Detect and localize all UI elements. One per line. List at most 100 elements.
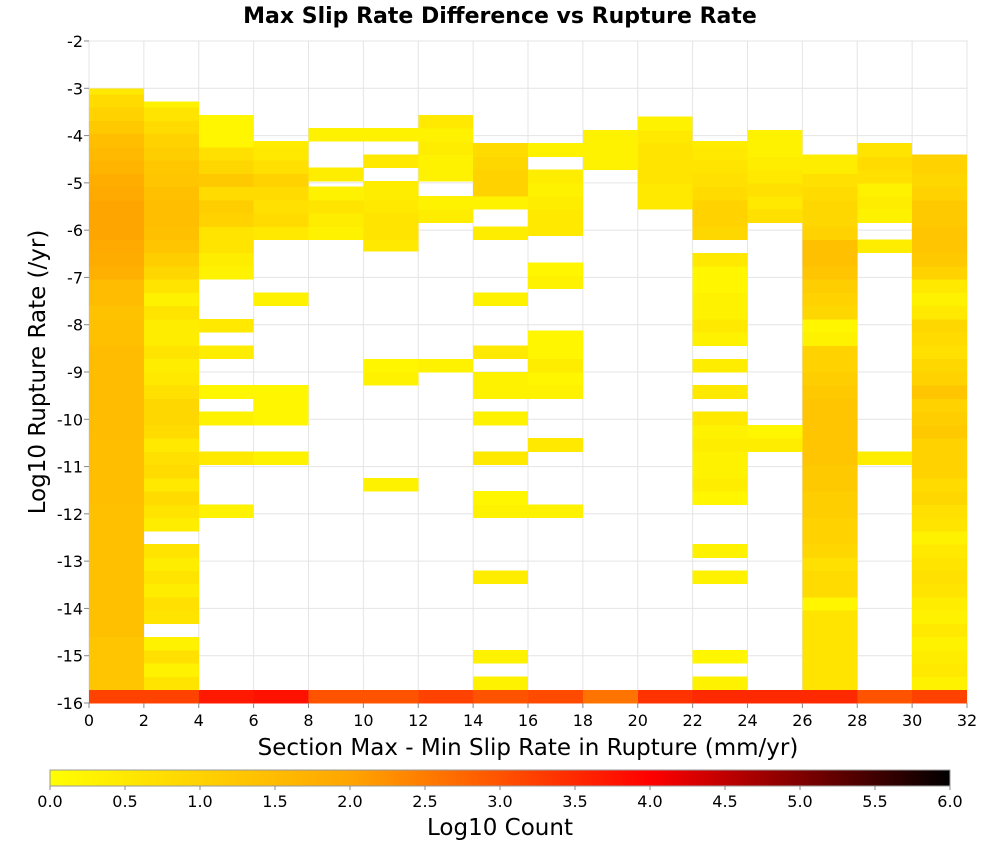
heatmap-cell — [582, 156, 638, 171]
heatmap-cell — [802, 570, 858, 585]
y-tick-label: -14 — [57, 599, 83, 618]
colorbar-tick-label: 3.0 — [487, 792, 512, 811]
heatmap-cell — [253, 451, 309, 466]
heatmap-cell — [143, 239, 199, 254]
heatmap-cell — [912, 676, 967, 691]
heatmap-cell — [253, 411, 309, 426]
heatmap-cell — [198, 213, 254, 227]
heatmap-cell — [637, 129, 693, 144]
heatmap-cell — [692, 570, 748, 585]
heatmap-cell — [912, 292, 967, 307]
colorbar-tick-label: 3.5 — [562, 792, 587, 811]
heatmap-cell — [637, 182, 693, 197]
x-tick-label: 30 — [902, 711, 922, 730]
heatmap-cell — [89, 623, 144, 638]
heatmap-cell — [89, 160, 144, 174]
heatmap-cell — [89, 557, 144, 571]
heatmap-cell — [912, 199, 967, 214]
heatmap-cell — [747, 182, 803, 197]
heatmap-cell — [363, 358, 419, 373]
heatmap-cell — [143, 226, 199, 240]
heatmap-cell — [473, 169, 528, 184]
heatmap-cell — [582, 143, 638, 157]
colorbar-tick-label: 5.5 — [862, 792, 887, 811]
heatmap-cell — [692, 491, 748, 505]
heatmap-cell — [802, 676, 858, 691]
heatmap-cell — [692, 199, 748, 214]
heatmap-cell — [637, 689, 693, 704]
heatmap-cell — [89, 332, 144, 346]
colorbar-tick-label: 2.0 — [337, 792, 362, 811]
colorbar-tick-label: 2.5 — [412, 792, 437, 811]
heatmap-cell — [912, 557, 967, 571]
heatmap-cell — [198, 146, 254, 161]
heatmap-cell — [802, 411, 858, 426]
colorbar-ticks: 0.0 0.5 1.0 1.5 2.0 2.5 3.0 3.5 4.0 4.5 5.0 5.5 6.0 — [37, 786, 963, 811]
heatmap-cell — [802, 160, 858, 174]
heatmap-cell — [528, 196, 583, 210]
x-tick-label: 24 — [737, 711, 757, 730]
heatmap-cell — [89, 292, 144, 307]
heatmap-cell — [198, 385, 254, 399]
y-tick-label: -3 — [67, 79, 83, 98]
heatmap-cell — [418, 196, 474, 210]
heatmap-cell — [912, 345, 967, 360]
heatmap-cell — [528, 275, 583, 290]
heatmap-cell — [912, 663, 967, 677]
heatmap-cell — [912, 305, 967, 320]
heatmap-cell — [473, 676, 528, 691]
heatmap-cell — [143, 279, 199, 293]
heatmap-cell — [253, 226, 309, 240]
heatmap-cell — [89, 345, 144, 360]
x-tick-label: 16 — [518, 711, 538, 730]
heatmap-cells — [89, 88, 967, 704]
heatmap-cell — [89, 451, 144, 466]
x-tick-label: 2 — [139, 711, 149, 730]
heatmap-cell — [253, 398, 309, 413]
heatmap-cell — [253, 213, 309, 227]
heatmap-cell — [198, 173, 254, 188]
heatmap-cell — [143, 146, 199, 161]
x-tick-label: 26 — [792, 711, 812, 730]
colorbar-tick-label: 6.0 — [937, 792, 962, 811]
heatmap-cell — [143, 610, 199, 624]
heatmap-cell — [802, 464, 858, 479]
heatmap-cell — [857, 689, 913, 704]
heatmap-cell — [308, 226, 364, 240]
heatmap-cell — [747, 156, 803, 171]
heatmap-cell — [692, 544, 748, 558]
heatmap-cell — [857, 156, 913, 171]
heatmap-cell — [198, 133, 254, 148]
heatmap-cell — [89, 610, 144, 624]
heatmap-cell — [912, 464, 967, 479]
heatmap-cell — [473, 504, 528, 519]
heatmap-cell — [143, 583, 199, 598]
y-tick-label: -11 — [57, 458, 83, 477]
heatmap-cell — [692, 173, 748, 188]
heatmap-cell — [802, 279, 858, 293]
heatmap-cell — [802, 557, 858, 571]
heatmap-cell — [528, 372, 583, 386]
x-tick-label: 0 — [84, 711, 94, 730]
heatmap-cell — [473, 143, 528, 157]
heatmap-cell — [89, 88, 144, 95]
heatmap-cell — [253, 292, 309, 307]
heatmap-cell — [912, 160, 967, 174]
heatmap-cell — [473, 196, 528, 210]
heatmap-cell — [802, 305, 858, 320]
heatmap-cell — [143, 544, 199, 558]
heatmap-cell — [912, 173, 967, 188]
heatmap-cell — [912, 424, 967, 439]
heatmap-cell — [912, 650, 967, 664]
heatmap-cell — [802, 226, 858, 240]
heatmap-cell — [143, 570, 199, 585]
y-tick-label: -2 — [67, 32, 83, 51]
heatmap-cell — [363, 186, 419, 201]
heatmap-cell — [692, 319, 748, 333]
heatmap-cell — [747, 143, 803, 157]
heatmap-cell — [89, 133, 144, 148]
heatmap-cell — [912, 623, 967, 638]
x-tick-label: 18 — [573, 711, 593, 730]
heatmap-cell — [912, 332, 967, 346]
